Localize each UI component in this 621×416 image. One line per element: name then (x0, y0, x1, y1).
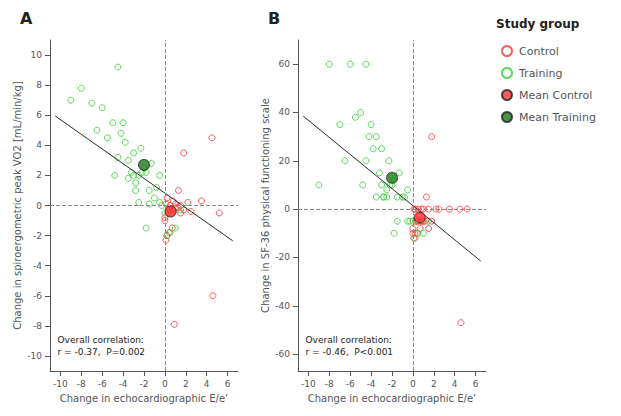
svg-text:A: A (20, 9, 33, 28)
svg-text:-4: -4 (367, 379, 376, 389)
svg-text:Study group: Study group (496, 17, 580, 31)
svg-text:B: B (268, 9, 280, 28)
svg-text:-2: -2 (33, 231, 42, 241)
svg-text:-8: -8 (33, 321, 42, 331)
svg-text:Control: Control (519, 45, 559, 58)
svg-text:2: 2 (431, 379, 437, 389)
svg-text:2: 2 (36, 170, 42, 180)
svg-text:4: 4 (36, 140, 42, 150)
svg-text:-20: -20 (275, 252, 290, 262)
svg-text:Mean Training: Mean Training (519, 111, 596, 124)
svg-text:Change in spiroergometric peak: Change in spiroergometric peak VO2 [mL/m… (12, 81, 23, 330)
svg-text:Mean Control: Mean Control (519, 89, 592, 102)
svg-text:-6: -6 (346, 379, 355, 389)
svg-text:-60: -60 (275, 349, 290, 359)
svg-text:-2: -2 (388, 379, 397, 389)
svg-text:10: 10 (31, 50, 43, 60)
svg-text:-10: -10 (301, 379, 316, 389)
svg-text:6: 6 (225, 379, 231, 389)
svg-text:r = -0.46, P<0.001: r = -0.46, P<0.001 (306, 347, 394, 357)
svg-text:60: 60 (279, 59, 291, 69)
svg-text:0: 0 (284, 204, 290, 214)
svg-text:Overall correlation:: Overall correlation: (58, 335, 144, 345)
svg-text:-6: -6 (98, 379, 107, 389)
svg-text:40: 40 (279, 107, 291, 117)
svg-text:-4: -4 (119, 379, 128, 389)
svg-text:Training: Training (518, 67, 562, 80)
svg-text:4: 4 (452, 379, 458, 389)
svg-text:Overall correlation:: Overall correlation: (306, 335, 392, 345)
svg-text:-10: -10 (53, 379, 68, 389)
svg-text:Change in echocardiographic E/: Change in echocardiographic E/e’ (308, 393, 476, 404)
svg-text:Change in echocardiographic E/: Change in echocardiographic E/e’ (60, 393, 228, 404)
svg-text:6: 6 (36, 110, 42, 120)
svg-text:r = -0.37, P=0.002: r = -0.37, P=0.002 (58, 347, 146, 357)
svg-text:0: 0 (410, 379, 416, 389)
svg-text:-2: -2 (140, 379, 149, 389)
svg-text:-8: -8 (325, 379, 334, 389)
svg-text:4: 4 (204, 379, 210, 389)
svg-text:20: 20 (279, 156, 291, 166)
svg-text:-8: -8 (77, 379, 86, 389)
svg-text:0: 0 (162, 379, 168, 389)
svg-text:-4: -4 (33, 261, 42, 271)
svg-text:8: 8 (36, 80, 42, 90)
svg-text:2: 2 (183, 379, 189, 389)
svg-text:-10: -10 (27, 351, 42, 361)
svg-text:-6: -6 (33, 291, 42, 301)
svg-text:6: 6 (473, 379, 479, 389)
svg-text:-40: -40 (275, 301, 290, 311)
svg-text:0: 0 (36, 201, 42, 211)
svg-text:Change in SF-36 physical funct: Change in SF-36 physical functioning sca… (260, 98, 271, 313)
